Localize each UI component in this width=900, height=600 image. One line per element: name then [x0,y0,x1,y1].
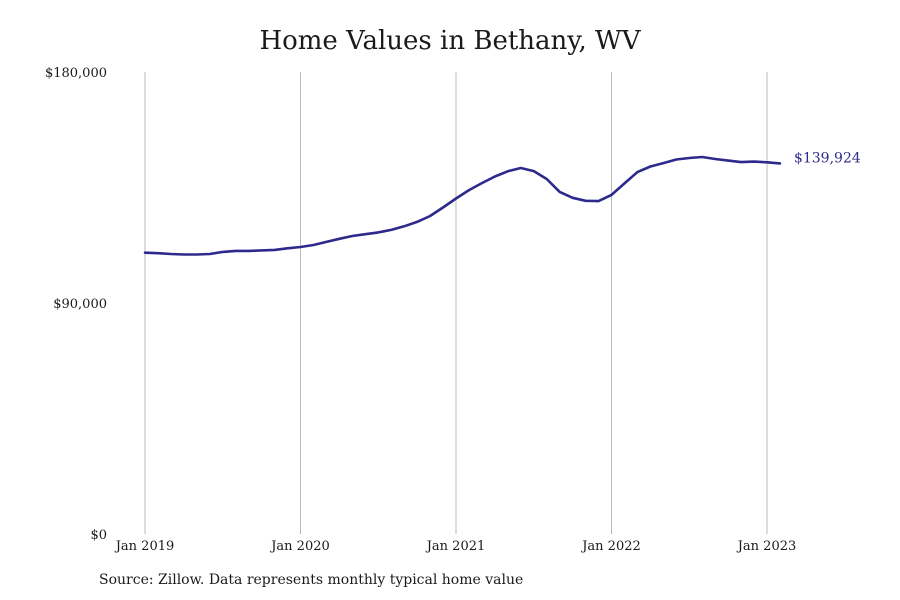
x-tick-label: Jan 2023 [736,539,797,554]
x-tick-label: Jan 2021 [425,539,486,554]
y-tick-label: $90,000 [53,297,107,312]
x-tick-label: Jan 2022 [580,539,641,554]
y-axis-ticks: $0 $90,000 $180,000 [45,66,107,543]
x-axis-ticks: Jan 2019 Jan 2020 Jan 2021 Jan 2022 Jan 2023 [114,539,797,554]
y-tick-label: $0 [90,528,107,543]
y-tick-label: $180,000 [45,66,107,81]
source-note: Source: Zillow. Data represents monthly … [99,572,524,588]
chart-title: Home Values in Bethany, WV [259,26,641,56]
gridlines [144,72,768,534]
x-tick-label: Jan 2019 [114,539,175,554]
series-line-home-value [143,155,782,256]
end-value-label: $139,924 [794,150,861,166]
x-tick-label: Jan 2020 [269,539,330,554]
